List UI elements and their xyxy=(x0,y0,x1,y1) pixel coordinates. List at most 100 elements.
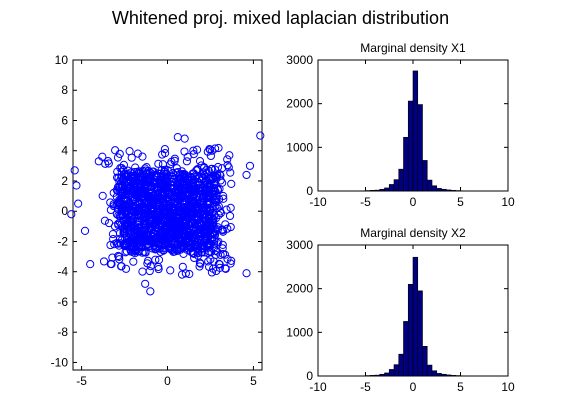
histogram-bar-2 xyxy=(403,321,409,377)
scatter-point xyxy=(67,210,76,219)
scatter-point xyxy=(179,226,188,235)
y-tick-label-2: 0 xyxy=(306,369,313,383)
scatter-point xyxy=(100,216,110,225)
x-tick-label-2: 0 xyxy=(410,380,417,394)
scatter-point xyxy=(197,161,206,170)
scatter-point xyxy=(207,230,216,239)
scatter-point xyxy=(221,264,230,274)
scatter-point xyxy=(205,203,214,212)
scatter-point xyxy=(104,159,113,168)
x-tick-label-0: 0 xyxy=(164,374,171,388)
scatter-point xyxy=(200,248,209,257)
histogram-bar-2 xyxy=(374,374,381,377)
scatter-point xyxy=(131,190,140,199)
scatter-point xyxy=(137,204,146,213)
scatter-point xyxy=(208,218,217,227)
scatter-point xyxy=(207,164,216,174)
scatter-point xyxy=(223,224,232,233)
scatter-point xyxy=(188,231,197,240)
scatter-point xyxy=(130,249,140,258)
scatter-point xyxy=(187,172,196,182)
scatter-point xyxy=(112,186,121,195)
scatter-point xyxy=(191,191,201,201)
scatter-point xyxy=(189,146,198,155)
x-tick-label-1: 10 xyxy=(501,195,515,209)
histogram-bar-1 xyxy=(431,185,438,192)
scatter-point xyxy=(205,200,215,209)
histogram-bar-1 xyxy=(398,168,404,192)
scatter-point xyxy=(165,201,174,210)
scatter-point xyxy=(145,220,154,229)
scatter-point xyxy=(178,241,187,250)
scatter-point xyxy=(141,166,150,175)
scatter-point xyxy=(135,167,144,176)
scatter-point xyxy=(179,212,188,221)
histogram-bar-1 xyxy=(369,190,376,192)
scatter-point xyxy=(188,185,197,194)
scatter-point xyxy=(209,257,218,266)
axes-title-2: Marginal density X2 xyxy=(360,226,466,240)
scatter-point xyxy=(72,181,81,190)
scatter-point xyxy=(218,227,228,236)
histogram-bar-2 xyxy=(445,374,452,377)
scatter-point xyxy=(193,230,203,239)
y-tick-label-0: 8 xyxy=(61,83,68,97)
scatter-point xyxy=(117,262,126,271)
scatter-point xyxy=(106,240,115,250)
scatter-point xyxy=(154,234,163,243)
scatter-point xyxy=(221,220,230,229)
scatter-point xyxy=(208,146,217,155)
scatter-point xyxy=(173,232,182,241)
histogram-bar-1 xyxy=(436,188,442,192)
scatter-point xyxy=(204,257,213,266)
scatter-point xyxy=(129,257,138,266)
scatter-point xyxy=(167,221,176,230)
scatter-point xyxy=(166,160,175,169)
x-tick-label-1: 0 xyxy=(410,195,417,209)
scatter-point xyxy=(183,152,192,161)
scatter-point xyxy=(203,147,212,156)
scatter-point xyxy=(154,217,163,226)
histogram-bar-1 xyxy=(388,184,395,192)
histogram-bar-2 xyxy=(388,369,395,377)
x-tick-label-2: -5 xyxy=(360,380,371,394)
scatter-point xyxy=(242,269,251,278)
histogram-bar-2 xyxy=(407,283,414,377)
scatter-point xyxy=(190,253,199,263)
scatter-point xyxy=(178,223,187,232)
scatter-point xyxy=(177,174,186,184)
scatter-point xyxy=(146,184,155,194)
x-tick-label-2: -10 xyxy=(309,380,327,394)
scatter-point xyxy=(107,259,116,269)
histogram-bar-1 xyxy=(422,160,428,192)
histogram-bar-1 xyxy=(450,190,457,192)
scatter-point xyxy=(171,227,180,236)
y-tick-label-1: 3000 xyxy=(286,53,313,67)
scatter-point xyxy=(171,218,180,228)
scatter-point xyxy=(175,237,184,246)
y-tick-label-0: 2 xyxy=(61,174,68,188)
scatter-point xyxy=(203,249,212,258)
scatter-point xyxy=(136,187,145,196)
scatter-point xyxy=(154,183,164,192)
scatter-point xyxy=(141,279,150,288)
scatter-point xyxy=(164,244,173,253)
scatter-point xyxy=(195,193,204,202)
scatter-point xyxy=(114,211,123,220)
scatter-point xyxy=(113,173,122,182)
scatter-point xyxy=(138,152,147,161)
scatter-point xyxy=(106,198,115,207)
scatter-point xyxy=(195,258,205,267)
scatter-point xyxy=(173,198,182,207)
scatter-point xyxy=(199,211,209,220)
histogram-bar-2 xyxy=(431,370,438,377)
scatter-point xyxy=(80,226,90,235)
scatter-point xyxy=(144,192,153,201)
scatter-point xyxy=(212,195,221,204)
x-tick-label-2: 5 xyxy=(457,380,464,394)
scatter-point xyxy=(218,244,227,253)
scatter-point xyxy=(174,211,183,220)
scatter-point xyxy=(195,157,205,166)
scatter-point xyxy=(205,247,214,256)
scatter-point xyxy=(204,213,213,223)
